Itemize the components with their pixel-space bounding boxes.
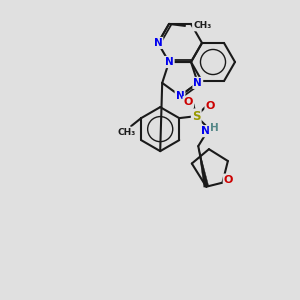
Text: O: O bbox=[224, 175, 233, 185]
Text: N: N bbox=[176, 91, 184, 101]
Text: N: N bbox=[201, 126, 210, 136]
Text: CH₃: CH₃ bbox=[117, 128, 135, 136]
Text: O: O bbox=[184, 97, 193, 107]
Text: N: N bbox=[154, 38, 162, 48]
Text: N: N bbox=[165, 57, 173, 67]
Text: S: S bbox=[192, 110, 200, 123]
Text: N: N bbox=[165, 57, 173, 67]
Text: CH₃: CH₃ bbox=[193, 21, 211, 30]
Text: O: O bbox=[206, 101, 215, 111]
Text: H: H bbox=[210, 123, 219, 133]
Polygon shape bbox=[198, 146, 209, 187]
Text: N: N bbox=[194, 78, 202, 88]
